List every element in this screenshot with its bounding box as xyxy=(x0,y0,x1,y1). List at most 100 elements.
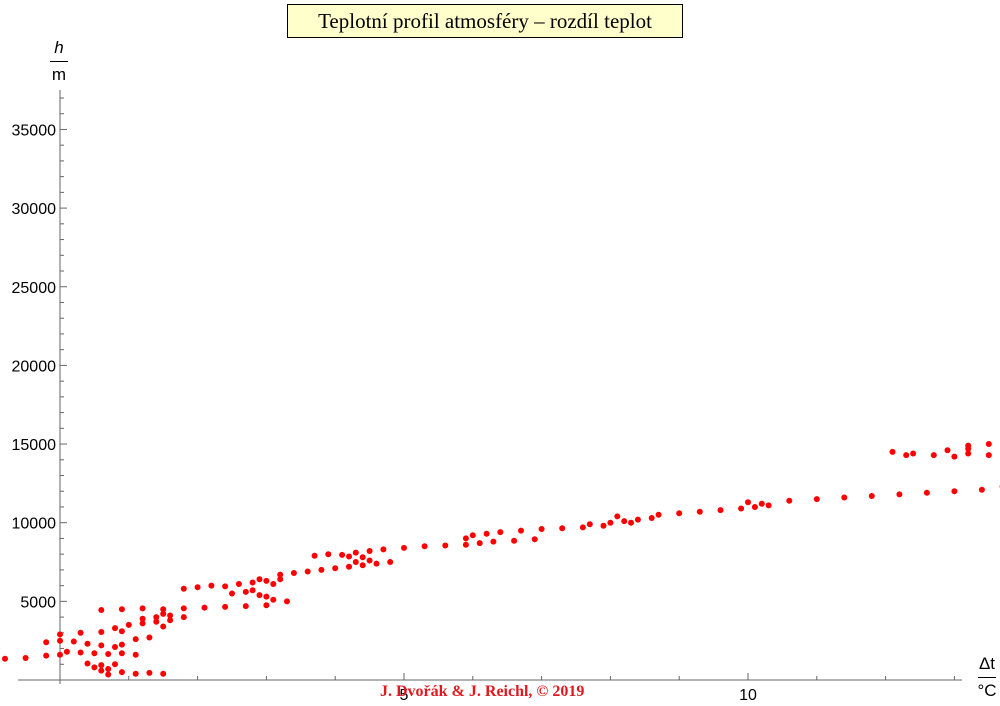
data-point xyxy=(889,448,896,455)
data-point xyxy=(167,612,174,619)
data-point xyxy=(648,515,655,521)
data-point xyxy=(118,628,125,635)
data-point xyxy=(98,662,105,669)
chart-title: Teplotní profil atmosféry – rozdíl teplo… xyxy=(287,4,683,38)
data-point xyxy=(277,571,284,578)
y-tick-label: 5000 xyxy=(20,594,56,611)
y-tick-label: 20000 xyxy=(12,358,57,375)
y-tick-label: 30000 xyxy=(12,201,57,218)
data-point xyxy=(538,526,545,532)
axes: 5101520255000100001500020000250003000035… xyxy=(12,90,962,704)
data-point xyxy=(366,557,373,564)
data-point xyxy=(751,504,758,510)
x-axis-unit: °C xyxy=(977,681,997,700)
y-tick-label: 10000 xyxy=(12,516,57,533)
data-point xyxy=(628,519,634,526)
data-point xyxy=(112,644,118,650)
y-tick-label: 15000 xyxy=(12,437,57,454)
data-point xyxy=(139,620,146,627)
data-point xyxy=(77,629,84,636)
data-point xyxy=(242,588,249,595)
data-point xyxy=(380,546,387,553)
data-point xyxy=(421,543,428,550)
data-point xyxy=(352,559,359,565)
data-point xyxy=(951,453,958,460)
data-point xyxy=(387,559,394,565)
data-point xyxy=(229,590,235,597)
data-point xyxy=(222,583,229,590)
data-point xyxy=(607,519,614,526)
data-point xyxy=(903,452,910,459)
data-point xyxy=(105,671,112,678)
data-point xyxy=(786,497,793,504)
data-point xyxy=(965,442,972,449)
data-point xyxy=(614,513,621,520)
data-point xyxy=(442,542,449,549)
data-point xyxy=(346,563,352,570)
data-point xyxy=(98,667,105,674)
data-point xyxy=(676,510,683,517)
data-point xyxy=(462,541,469,548)
y-axis-label: h m xyxy=(44,38,74,85)
data-point xyxy=(930,452,937,459)
data-point xyxy=(118,641,125,648)
data-point xyxy=(146,669,153,676)
data-point xyxy=(270,581,277,587)
data-point xyxy=(70,638,77,645)
data-point xyxy=(118,606,125,613)
data-point xyxy=(91,664,98,671)
data-point xyxy=(222,603,229,610)
data-point xyxy=(263,577,270,584)
data-point xyxy=(813,496,820,503)
data-point xyxy=(401,544,407,551)
data-point xyxy=(91,650,98,657)
data-point xyxy=(738,505,745,512)
data-point xyxy=(125,621,132,628)
data-point xyxy=(139,605,146,612)
data-point xyxy=(118,650,125,657)
data-point xyxy=(923,489,930,496)
data-point xyxy=(112,661,118,668)
data-point xyxy=(352,549,359,556)
y-axis-unit: m xyxy=(51,65,67,84)
data-point xyxy=(304,568,311,575)
data-point xyxy=(105,651,112,657)
data-point xyxy=(469,532,476,539)
data-point xyxy=(332,565,339,572)
data-point xyxy=(621,518,628,525)
data-point xyxy=(43,652,50,659)
x-axis-label: Δt °C xyxy=(972,654,1000,701)
data-point xyxy=(359,562,366,569)
data-point xyxy=(985,452,992,459)
data-point xyxy=(84,660,91,667)
data-point xyxy=(985,441,992,447)
data-point xyxy=(242,603,249,610)
data-point xyxy=(896,491,903,498)
data-point xyxy=(98,607,105,613)
data-point xyxy=(270,596,277,603)
data-point xyxy=(132,651,139,658)
data-point xyxy=(951,488,958,495)
data-point xyxy=(249,587,256,594)
data-point xyxy=(256,592,263,599)
data-point xyxy=(373,560,380,567)
data-point xyxy=(235,581,242,587)
data-point xyxy=(745,499,751,506)
data-point xyxy=(118,669,125,676)
data-point xyxy=(167,617,174,624)
x-axis-fraction-bar xyxy=(978,677,996,678)
data-point xyxy=(105,666,112,672)
data-point xyxy=(2,655,8,662)
data-point xyxy=(160,623,167,630)
data-points xyxy=(2,441,1000,678)
data-point xyxy=(132,670,139,677)
data-point xyxy=(758,500,765,507)
data-point xyxy=(346,553,352,560)
y-axis-quantity: h xyxy=(54,38,64,57)
data-point xyxy=(483,530,490,537)
data-point xyxy=(910,450,917,457)
data-point xyxy=(318,566,325,573)
data-point xyxy=(160,670,167,677)
data-point xyxy=(132,636,139,643)
data-point xyxy=(160,610,167,617)
